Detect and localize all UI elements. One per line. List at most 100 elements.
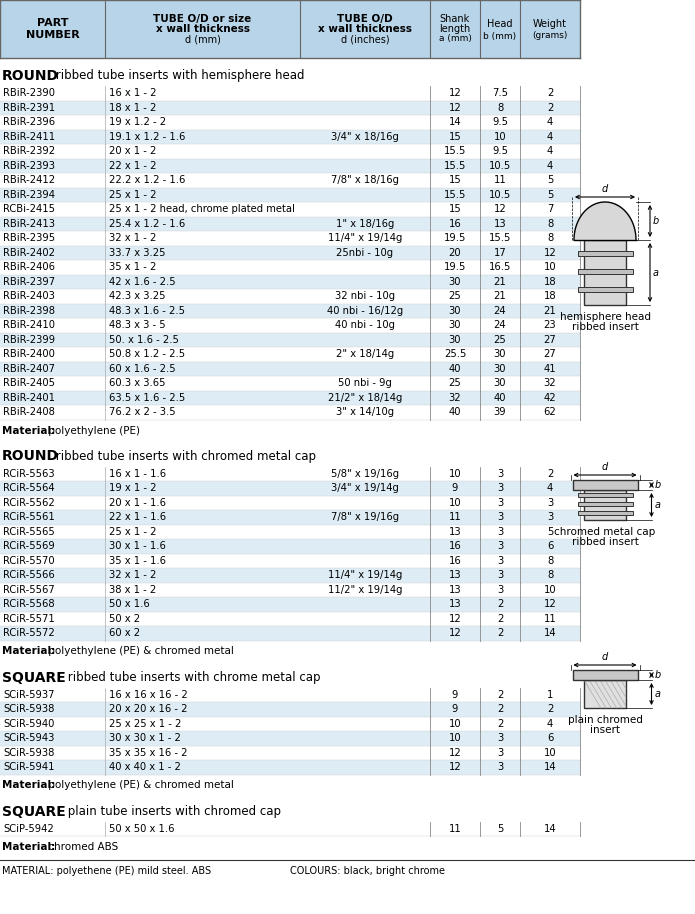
Bar xyxy=(0,525,580,539)
Text: RBiR-2410: RBiR-2410 xyxy=(3,320,55,330)
Text: 25 x 1 - 2: 25 x 1 - 2 xyxy=(109,526,156,537)
Bar xyxy=(0,115,580,130)
Text: 25.5: 25.5 xyxy=(444,349,466,359)
Text: Head: Head xyxy=(487,19,513,29)
Text: 50.8 x 1.2 - 2.5: 50.8 x 1.2 - 2.5 xyxy=(109,349,185,359)
Text: 35 x 35 x 16 - 2: 35 x 35 x 16 - 2 xyxy=(109,748,188,758)
Bar xyxy=(0,597,580,611)
Text: 10: 10 xyxy=(543,585,556,595)
Bar xyxy=(0,246,580,260)
Bar xyxy=(0,481,580,495)
Text: polyethylene (PE) & chromed metal: polyethylene (PE) & chromed metal xyxy=(45,646,234,656)
Text: 30: 30 xyxy=(449,320,461,330)
Text: RBiR-2398: RBiR-2398 xyxy=(3,306,55,315)
Bar xyxy=(0,318,580,333)
Text: 4: 4 xyxy=(547,117,553,127)
Text: 20: 20 xyxy=(449,248,461,258)
Text: 20 x 1 - 2: 20 x 1 - 2 xyxy=(109,146,156,156)
Text: chromed ABS: chromed ABS xyxy=(45,842,118,852)
Bar xyxy=(0,822,580,836)
Text: SCiP-5942: SCiP-5942 xyxy=(3,824,54,834)
Text: 18: 18 xyxy=(543,292,556,302)
Text: RBiR-2412: RBiR-2412 xyxy=(3,175,55,186)
Text: 20 x 20 x 16 - 2: 20 x 20 x 16 - 2 xyxy=(109,705,188,714)
Text: 15.5: 15.5 xyxy=(489,233,512,243)
Bar xyxy=(584,490,626,520)
Text: hemisphere head: hemisphere head xyxy=(559,312,651,322)
Text: 30: 30 xyxy=(449,306,461,315)
Text: 42 x 1.6 - 2.5: 42 x 1.6 - 2.5 xyxy=(109,277,176,287)
Text: 40 nbi - 10g: 40 nbi - 10g xyxy=(335,320,395,330)
Text: 76.2 x 2 - 3.5: 76.2 x 2 - 3.5 xyxy=(109,408,176,418)
Text: 3: 3 xyxy=(497,498,503,508)
Text: RBiR-2393: RBiR-2393 xyxy=(3,161,55,171)
Text: 30 x 1 - 1.6: 30 x 1 - 1.6 xyxy=(109,541,166,551)
Text: 22 x 1 - 1.6: 22 x 1 - 1.6 xyxy=(109,512,166,522)
Bar xyxy=(0,289,580,303)
Text: length: length xyxy=(439,24,471,34)
Text: RBiR-2402: RBiR-2402 xyxy=(3,248,55,258)
Text: 5: 5 xyxy=(497,824,503,834)
Text: 8: 8 xyxy=(547,556,553,566)
Bar xyxy=(0,466,580,481)
Text: SQUARE: SQUARE xyxy=(2,804,66,819)
Bar xyxy=(578,287,632,292)
Text: 40 x 40 x 1 - 2: 40 x 40 x 1 - 2 xyxy=(109,762,181,772)
Text: RBiR-2401: RBiR-2401 xyxy=(3,393,55,403)
Text: 10: 10 xyxy=(449,718,461,728)
Bar xyxy=(0,231,580,246)
Text: 23: 23 xyxy=(543,320,556,330)
Text: d (inches): d (inches) xyxy=(341,35,389,45)
Text: 16.5: 16.5 xyxy=(489,262,512,272)
Text: 19.5: 19.5 xyxy=(444,262,466,272)
Text: Material:: Material: xyxy=(2,646,55,656)
Text: 3: 3 xyxy=(497,585,503,595)
Text: 5: 5 xyxy=(547,190,553,200)
Text: 3/4" x 18/16g: 3/4" x 18/16g xyxy=(331,132,399,142)
Text: 21: 21 xyxy=(493,292,507,302)
Text: 40: 40 xyxy=(449,408,461,418)
Text: 27: 27 xyxy=(543,349,557,359)
Text: 13: 13 xyxy=(449,570,461,580)
Text: RBiR-2407: RBiR-2407 xyxy=(3,364,55,374)
Text: 4: 4 xyxy=(547,161,553,171)
Text: RBiR-2405: RBiR-2405 xyxy=(3,378,55,388)
Text: 2: 2 xyxy=(497,705,503,714)
Text: ribbed tube inserts with hemisphere head: ribbed tube inserts with hemisphere head xyxy=(52,69,304,82)
Text: b: b xyxy=(655,480,661,490)
Text: 16: 16 xyxy=(449,541,461,551)
Text: 11: 11 xyxy=(449,824,461,834)
Text: x wall thickness: x wall thickness xyxy=(318,24,412,34)
Text: RBiR-2396: RBiR-2396 xyxy=(3,117,55,127)
Text: 50. x 1.6 - 2.5: 50. x 1.6 - 2.5 xyxy=(109,335,179,345)
Text: 27: 27 xyxy=(543,335,557,345)
Bar xyxy=(0,274,580,289)
Text: 3: 3 xyxy=(547,498,553,508)
Text: 13: 13 xyxy=(449,600,461,610)
Text: 8: 8 xyxy=(497,102,503,112)
Text: plain chromed: plain chromed xyxy=(568,715,642,725)
Text: 12: 12 xyxy=(493,204,507,214)
Text: RCiR-5561: RCiR-5561 xyxy=(3,512,55,522)
Text: 12: 12 xyxy=(449,102,461,112)
Text: 9: 9 xyxy=(452,690,458,700)
Text: RBiR-2390: RBiR-2390 xyxy=(3,89,55,98)
Text: 1" x 18/16g: 1" x 18/16g xyxy=(336,218,394,228)
Text: TUBE O/D: TUBE O/D xyxy=(337,14,393,24)
Text: 10: 10 xyxy=(449,733,461,743)
Text: 40 nbi - 16/12g: 40 nbi - 16/12g xyxy=(327,306,403,315)
Text: 9.5: 9.5 xyxy=(492,117,508,127)
Text: 12: 12 xyxy=(543,248,557,258)
Text: 25: 25 xyxy=(449,292,461,302)
Text: 35 x 1 - 2: 35 x 1 - 2 xyxy=(109,262,156,272)
Text: 30: 30 xyxy=(449,277,461,287)
Text: 11/4" x 19/14g: 11/4" x 19/14g xyxy=(328,570,402,580)
Text: 2: 2 xyxy=(497,613,503,623)
Bar xyxy=(0,746,580,760)
Text: (grams): (grams) xyxy=(532,31,568,40)
Text: 9: 9 xyxy=(452,705,458,714)
Text: 35 x 1 - 1.6: 35 x 1 - 1.6 xyxy=(109,556,166,566)
Text: plain tube inserts with chromed cap: plain tube inserts with chromed cap xyxy=(64,805,281,818)
Text: RBiR-2400: RBiR-2400 xyxy=(3,349,55,359)
Text: RBiR-2397: RBiR-2397 xyxy=(3,277,55,287)
